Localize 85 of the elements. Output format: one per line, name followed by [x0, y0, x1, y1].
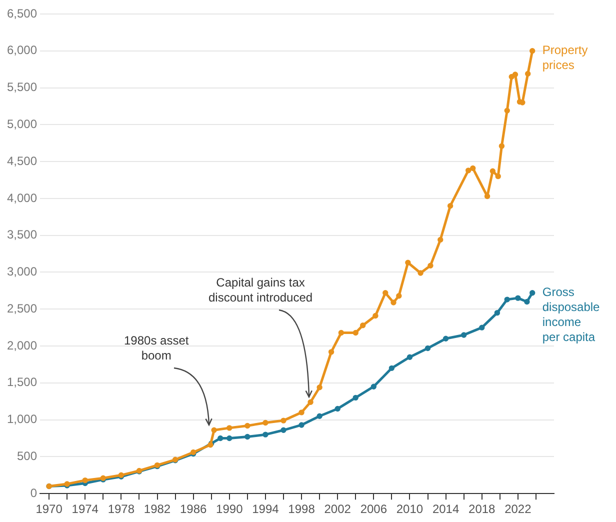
series-label: Property prices	[542, 43, 588, 72]
point	[479, 324, 485, 330]
x-tick-label: 2022	[504, 502, 532, 516]
point	[438, 236, 444, 243]
point	[308, 399, 314, 405]
point	[530, 290, 536, 296]
point	[508, 74, 514, 80]
point	[512, 72, 518, 78]
point	[360, 322, 366, 328]
point	[211, 427, 217, 433]
point	[316, 413, 322, 419]
x-tick-label: 2010	[396, 502, 424, 516]
point	[396, 293, 402, 299]
y-tick-label: 0	[30, 486, 38, 500]
point	[280, 418, 286, 424]
point	[460, 332, 467, 338]
point	[382, 290, 388, 296]
point	[406, 354, 413, 360]
point	[428, 262, 434, 268]
point	[298, 410, 304, 416]
point	[352, 330, 358, 336]
point	[388, 365, 395, 372]
point	[280, 427, 286, 433]
point	[424, 345, 431, 352]
y-tick-label: 1,000	[7, 412, 38, 426]
x-tick-label: 2018	[468, 502, 496, 516]
y-tick-label: 6,000	[7, 43, 38, 58]
x-tick-label: 1998	[288, 502, 316, 516]
x-tick-label: 2014	[432, 502, 460, 516]
point	[372, 312, 378, 319]
annotation: Capital gains tax discount introduced	[208, 275, 313, 304]
x-tick-label: 1994	[252, 502, 280, 516]
point	[338, 330, 344, 336]
point	[465, 168, 472, 174]
point	[494, 310, 500, 316]
point	[447, 202, 454, 209]
y-tick-label: 6,500	[7, 6, 38, 20]
point	[524, 298, 530, 305]
y-tick-label: 4,500	[7, 154, 38, 168]
point	[226, 425, 232, 431]
y-tick-label: 2,500	[7, 301, 38, 316]
x-tick-label: 1982	[144, 502, 171, 516]
point	[262, 420, 268, 426]
point	[226, 435, 232, 442]
point	[328, 349, 334, 355]
y-tick-label: 3,000	[7, 264, 38, 279]
point	[82, 477, 88, 484]
series-label: Gross disposable income per capita	[542, 285, 600, 344]
point	[352, 394, 358, 401]
point	[442, 336, 449, 342]
point	[262, 432, 268, 438]
point	[490, 168, 496, 174]
y-tick-label: 5,500	[7, 80, 38, 94]
x-tick-label: 2006	[360, 502, 388, 516]
x-tick-label: 1970	[36, 502, 63, 516]
x-tick-label: 1978	[108, 502, 135, 516]
y-tick-label: 4,000	[7, 190, 38, 205]
point	[370, 384, 377, 390]
point	[515, 295, 521, 301]
point	[418, 270, 424, 276]
x-tick-label: 1990	[216, 502, 244, 516]
point	[244, 434, 250, 440]
point	[504, 108, 510, 114]
y-tick-label: 1,500	[7, 375, 38, 390]
point	[530, 48, 536, 54]
point	[298, 422, 304, 428]
point	[470, 165, 476, 172]
y-tick-label: 2,000	[7, 338, 38, 352]
point	[498, 143, 505, 149]
point	[504, 296, 510, 302]
point	[218, 435, 224, 442]
y-tick-label: 3,500	[7, 228, 38, 242]
x-tick-label: 2002	[324, 502, 352, 516]
point	[316, 384, 322, 390]
y-tick-label: 5,000	[7, 116, 38, 131]
y-tick-label: 500	[17, 449, 38, 464]
annotation: 1980s asset boom	[124, 333, 190, 362]
point	[334, 406, 340, 412]
x-tick-label: 1974	[72, 502, 99, 516]
point	[405, 260, 411, 266]
point	[390, 300, 396, 306]
point	[495, 173, 501, 180]
point	[244, 422, 250, 429]
x-tick-label: 1986	[180, 502, 207, 516]
point	[525, 70, 531, 77]
